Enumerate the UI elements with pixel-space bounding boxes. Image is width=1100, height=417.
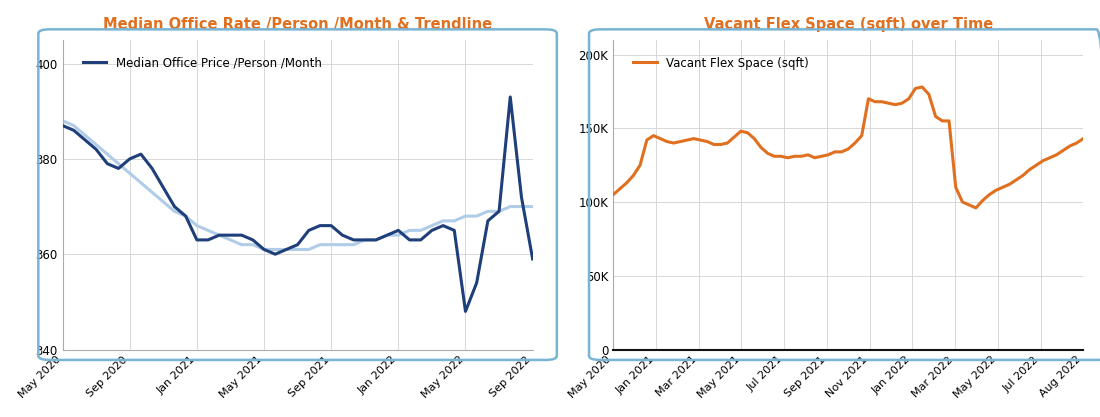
Title: Median Office Rate /Person /Month & Trendline: Median Office Rate /Person /Month & Tren… bbox=[103, 17, 492, 32]
Legend: Vacant Flex Space (sqft): Vacant Flex Space (sqft) bbox=[628, 52, 814, 74]
Legend: Median Office Price /Person /Month: Median Office Price /Person /Month bbox=[78, 52, 327, 74]
Title: Vacant Flex Space (sqft) over Time: Vacant Flex Space (sqft) over Time bbox=[704, 17, 993, 32]
